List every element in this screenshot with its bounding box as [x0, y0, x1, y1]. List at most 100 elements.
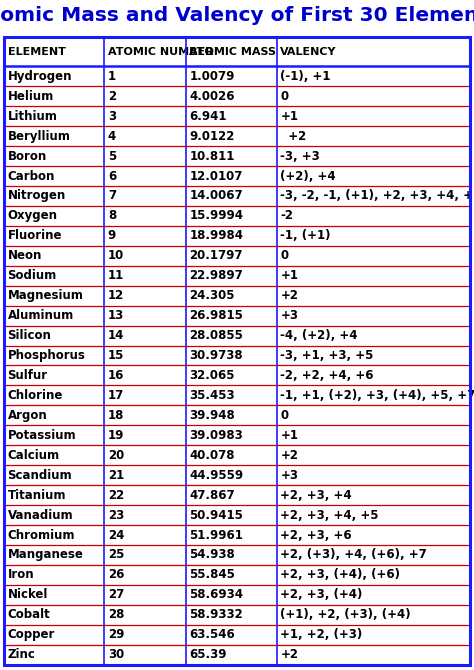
Text: 55.845: 55.845	[190, 568, 236, 582]
Text: Fluorine: Fluorine	[8, 229, 62, 243]
Text: Chlorine: Chlorine	[8, 389, 63, 402]
Text: 20.1797: 20.1797	[190, 249, 243, 262]
Text: -4, (+2), +4: -4, (+2), +4	[281, 329, 358, 342]
Text: Lithium: Lithium	[8, 110, 57, 123]
Text: 15.9994: 15.9994	[190, 210, 244, 222]
Text: 27: 27	[108, 588, 124, 602]
Text: 11: 11	[108, 269, 124, 282]
Text: Manganese: Manganese	[8, 549, 83, 561]
Text: +2: +2	[281, 289, 299, 302]
Text: +3: +3	[281, 469, 299, 482]
Text: (+1), +2, (+3), (+4): (+1), +2, (+3), (+4)	[281, 608, 411, 621]
Text: 26.9815: 26.9815	[190, 309, 243, 322]
Text: Titanium: Titanium	[8, 488, 66, 502]
Text: 12.0107: 12.0107	[190, 170, 243, 182]
Text: Helium: Helium	[8, 90, 54, 103]
Text: 8: 8	[108, 210, 116, 222]
Text: 29: 29	[108, 628, 124, 641]
Text: -1, (+1): -1, (+1)	[281, 229, 331, 243]
Text: 30: 30	[108, 648, 124, 661]
Text: Calcium: Calcium	[8, 449, 60, 462]
Text: Zinc: Zinc	[8, 648, 36, 661]
Text: 2: 2	[108, 90, 116, 103]
Text: 18.9984: 18.9984	[190, 229, 244, 243]
Text: +2, +3, +4, +5: +2, +3, +4, +5	[281, 509, 379, 521]
Text: 17: 17	[108, 389, 124, 402]
Text: Sulfur: Sulfur	[8, 369, 48, 382]
Text: 6.941: 6.941	[190, 110, 227, 123]
Text: 44.9559: 44.9559	[190, 469, 244, 482]
Text: (-1), +1: (-1), +1	[281, 70, 331, 83]
Text: -2: -2	[281, 210, 293, 222]
Text: Vanadium: Vanadium	[8, 509, 73, 521]
Text: Atomic Mass and Valency of First 30 Elements: Atomic Mass and Valency of First 30 Elem…	[0, 5, 474, 25]
Text: 14: 14	[108, 329, 124, 342]
Text: 58.6934: 58.6934	[190, 588, 244, 602]
Text: Aluminum: Aluminum	[8, 309, 74, 322]
Text: 39.0983: 39.0983	[190, 429, 243, 442]
Text: 15: 15	[108, 349, 124, 362]
Text: Cobalt: Cobalt	[8, 608, 50, 621]
Text: 14.0067: 14.0067	[190, 190, 243, 202]
Text: Silicon: Silicon	[8, 329, 52, 342]
Text: 24.305: 24.305	[190, 289, 235, 302]
Text: +2, (+3), +4, (+6), +7: +2, (+3), +4, (+6), +7	[281, 549, 427, 561]
Text: +2, +3, (+4), (+6): +2, +3, (+4), (+6)	[281, 568, 401, 582]
Text: (+2), +4: (+2), +4	[281, 170, 336, 182]
Text: 28: 28	[108, 608, 124, 621]
Text: 58.9332: 58.9332	[190, 608, 243, 621]
Text: 51.9961: 51.9961	[190, 529, 243, 541]
Text: 13: 13	[108, 309, 124, 322]
Text: -3, +1, +3, +5: -3, +1, +3, +5	[281, 349, 374, 362]
Text: Phosphorus: Phosphorus	[8, 349, 85, 362]
Text: 1: 1	[108, 70, 116, 83]
Text: 4: 4	[108, 129, 116, 143]
Text: Potassium: Potassium	[8, 429, 76, 442]
Text: Nickel: Nickel	[8, 588, 48, 602]
Text: 22.9897: 22.9897	[190, 269, 243, 282]
Text: 10: 10	[108, 249, 124, 262]
Text: Sodium: Sodium	[8, 269, 57, 282]
Text: Boron: Boron	[8, 149, 47, 163]
Text: 20: 20	[108, 449, 124, 462]
Text: 47.867: 47.867	[190, 488, 235, 502]
Text: +2, +3, +6: +2, +3, +6	[281, 529, 352, 541]
Text: 39.948: 39.948	[190, 409, 235, 422]
Text: ATOMIC NUMBER: ATOMIC NUMBER	[108, 47, 213, 56]
Text: 40.078: 40.078	[190, 449, 235, 462]
Text: ATOMIC MASS: ATOMIC MASS	[190, 47, 276, 56]
Text: -1, +1, (+2), +3, (+4), +5, +7: -1, +1, (+2), +3, (+4), +5, +7	[281, 389, 474, 402]
Text: Carbon: Carbon	[8, 170, 55, 182]
Text: 9.0122: 9.0122	[190, 129, 235, 143]
Text: 22: 22	[108, 488, 124, 502]
Text: +1, +2, (+3): +1, +2, (+3)	[281, 628, 363, 641]
Text: 50.9415: 50.9415	[190, 509, 243, 521]
Text: 18: 18	[108, 409, 124, 422]
Text: Magnesium: Magnesium	[8, 289, 83, 302]
Text: 6: 6	[108, 170, 116, 182]
Text: 5: 5	[108, 149, 116, 163]
Text: +2: +2	[281, 129, 307, 143]
Text: +1: +1	[281, 110, 299, 123]
Text: 3: 3	[108, 110, 116, 123]
Text: 7: 7	[108, 190, 116, 202]
Text: 23: 23	[108, 509, 124, 521]
Text: Oxygen: Oxygen	[8, 210, 57, 222]
Text: -3, +3: -3, +3	[281, 149, 320, 163]
Text: 32.065: 32.065	[190, 369, 235, 382]
Text: Beryllium: Beryllium	[8, 129, 71, 143]
Text: 24: 24	[108, 529, 124, 541]
Text: 0: 0	[281, 409, 289, 422]
Text: +1: +1	[281, 429, 299, 442]
Text: -3, -2, -1, (+1), +2, +3, +4, +5: -3, -2, -1, (+1), +2, +3, +4, +5	[281, 190, 474, 202]
Text: 54.938: 54.938	[190, 549, 235, 561]
Text: 10.811: 10.811	[190, 149, 235, 163]
Text: 21: 21	[108, 469, 124, 482]
Text: 65.39: 65.39	[190, 648, 227, 661]
Text: 28.0855: 28.0855	[190, 329, 243, 342]
Text: 4.0026: 4.0026	[190, 90, 235, 103]
Text: +1: +1	[281, 269, 299, 282]
Text: Scandium: Scandium	[8, 469, 72, 482]
Text: +2, +3, (+4): +2, +3, (+4)	[281, 588, 363, 602]
Text: +2, +3, +4: +2, +3, +4	[281, 488, 352, 502]
